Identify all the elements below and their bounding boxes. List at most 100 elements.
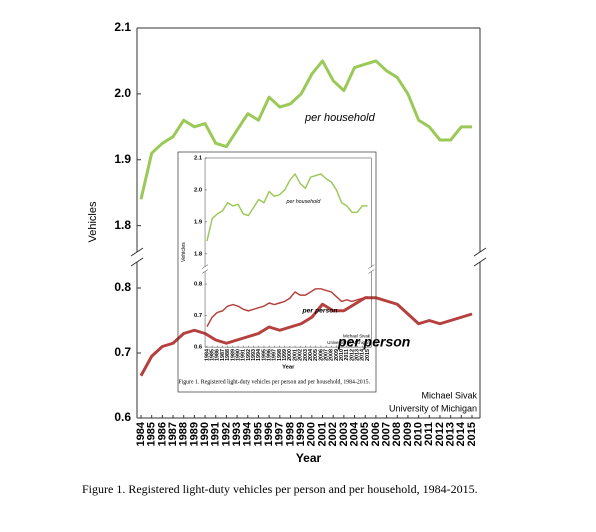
x-tick-label: 2003 <box>303 349 309 361</box>
x-tick-label: 2014 <box>455 421 467 446</box>
x-tick-label: 2004 <box>308 349 314 361</box>
series-label: per household <box>304 112 376 124</box>
series-label: per person <box>302 308 338 315</box>
x-tick-label: 1997 <box>274 422 286 446</box>
y-tick-label: 1.8 <box>194 251 203 257</box>
axis-break <box>202 264 209 269</box>
x-tick-label: 2007 <box>380 422 392 446</box>
y-tick-label: 1.8 <box>114 218 131 232</box>
axis-break <box>202 269 209 274</box>
series-line <box>139 296 473 377</box>
series-label: per household <box>286 199 322 205</box>
y-tick-label: 2.1 <box>194 156 203 162</box>
x-tick-label: 1994 <box>256 349 262 361</box>
series-line <box>206 288 368 327</box>
x-tick-label: 1984 <box>135 421 147 446</box>
y-tick-label: 0.7 <box>114 345 131 359</box>
x-tick-label: 2004 <box>348 421 360 446</box>
x-tick-label: 1986 <box>156 422 168 446</box>
x-tick-label: 1989 <box>188 422 200 446</box>
axis-break <box>368 264 375 269</box>
y-tick-label: 0.8 <box>114 280 131 294</box>
series-label: per person <box>337 334 410 350</box>
x-tick-label: 1998 <box>284 422 296 446</box>
x-tick-label: 1999 <box>295 422 307 446</box>
series-line <box>206 173 368 242</box>
y-tick-label: 1.9 <box>114 152 131 166</box>
x-tick-label: 2015 <box>365 349 371 361</box>
x-tick-label: 2002 <box>327 422 339 446</box>
x-tick-label: 2009 <box>334 349 340 361</box>
x-tick-label: 2012 <box>434 422 446 446</box>
x-tick-label: 1997 <box>272 349 278 361</box>
inset-chart: 1.8 1.9 2.0 2.1 per household 0.6 0.7 0.8 per pe… <box>178 156 375 385</box>
x-tick-label: 1989 <box>230 349 236 361</box>
credit: Michael Sivak <box>343 334 371 339</box>
x-tick-label: 2015 <box>466 422 478 446</box>
x-tick-label: 1993 <box>231 422 243 446</box>
credit: Michael Sivak <box>421 390 477 400</box>
figure-caption: Figure 1. Registered light-duty vehicles… <box>178 379 370 385</box>
y-tick-label: 2.1 <box>114 20 131 34</box>
x-tick-label: 1999 <box>282 349 288 361</box>
x-tick-label: 1985 <box>146 422 158 446</box>
x-tick-label: 2013 <box>355 349 361 361</box>
y-tick-label: 0.7 <box>194 313 202 319</box>
axis-break <box>368 269 375 274</box>
x-tick-label: 2007 <box>323 349 329 361</box>
x-tick-label: 1988 <box>178 422 190 446</box>
x-tick-label: 1996 <box>267 349 273 361</box>
x-tick-label: 2001 <box>316 422 328 446</box>
x-tick-label: 1996 <box>263 422 275 446</box>
x-tick-label: 2010 <box>339 349 345 361</box>
y-tick-label: 1.9 <box>194 219 203 225</box>
axis-break <box>473 247 487 257</box>
x-tick-label: 1993 <box>251 349 257 361</box>
credit: University of Michigan <box>327 340 370 345</box>
x-tick-label: 2014 <box>360 349 366 361</box>
x-tick-label: 2008 <box>391 422 403 446</box>
x-tick-label: 1998 <box>277 349 283 361</box>
x-tick-label: 1992 <box>220 422 232 446</box>
y-tick-label: 2.0 <box>194 187 202 193</box>
series-line <box>139 59 472 200</box>
x-tick-label: 2009 <box>402 422 414 446</box>
axis-break <box>130 257 144 267</box>
figure-caption: Figure 1. Registered light-duty vehicles… <box>82 482 478 496</box>
x-tick-label: 1988 <box>225 349 231 361</box>
x-tick-label: 1992 <box>246 349 252 361</box>
x-tick-label: 2008 <box>329 349 335 361</box>
x-tick-label: 2006 <box>318 349 324 361</box>
x-tick-label: 2012 <box>349 349 355 361</box>
x-tick-label: 2010 <box>413 422 425 446</box>
x-tick-label: 2005 <box>359 422 371 446</box>
y-tick-label: 0.6 <box>114 410 131 424</box>
inset-border <box>177 151 377 393</box>
x-tick-label: 2001 <box>292 349 298 361</box>
x-tick-label: 1991 <box>210 422 222 446</box>
x-tick-label: 1987 <box>167 422 179 446</box>
x-tick-label: 2011 <box>423 422 435 446</box>
x-tick-label: 2006 <box>370 422 382 446</box>
y-tick-label: 2.0 <box>114 86 131 100</box>
x-tick-label: 2000 <box>306 422 318 446</box>
x-tick-label: 1984 <box>204 349 210 361</box>
x-axis-title: Year <box>296 451 322 465</box>
x-tick-label: 2005 <box>313 349 319 361</box>
x-axis-title: Year <box>282 365 295 371</box>
y-axis-title: Vehicles <box>181 242 187 262</box>
y-tick-label: 0.6 <box>194 345 203 351</box>
x-tick-label: 2003 <box>338 422 350 446</box>
credit: University of Michigan <box>389 403 477 413</box>
axis-break <box>473 257 487 267</box>
x-tick-label: 1987 <box>220 349 226 361</box>
x-tick-label: 2011 <box>344 349 350 361</box>
x-tick-label: 1994 <box>242 421 254 446</box>
axis-break <box>130 247 144 257</box>
x-tick-label: 1995 <box>252 422 264 446</box>
y-tick-label: 0.8 <box>194 282 203 288</box>
x-tick-label: 2013 <box>445 422 457 446</box>
x-tick-label: 1985 <box>210 349 216 361</box>
